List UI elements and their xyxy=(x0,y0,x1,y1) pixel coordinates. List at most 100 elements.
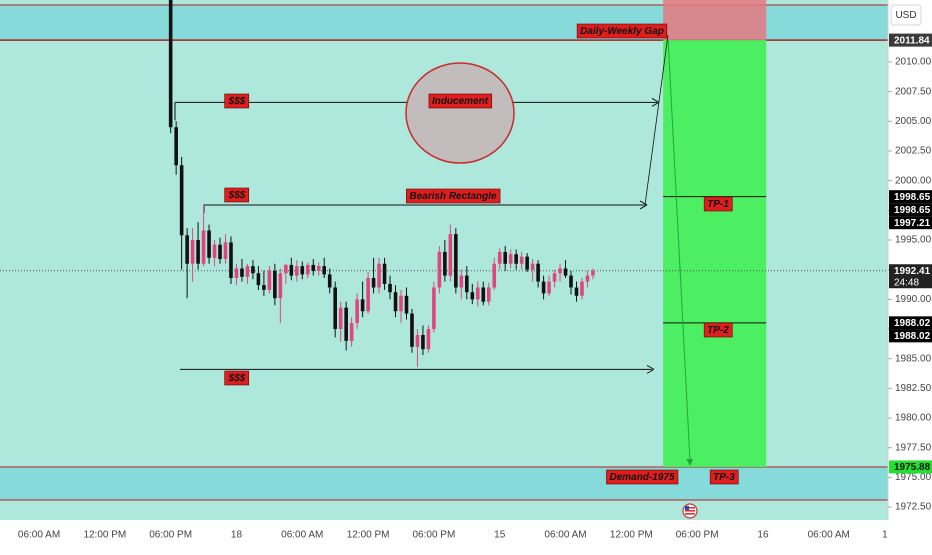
price-badge-label: 1998.65 xyxy=(894,192,931,203)
annotation: TP-3 xyxy=(709,469,739,485)
candle-body xyxy=(179,165,184,236)
x-tick-label: 06:00 PM xyxy=(676,530,719,541)
candle-body xyxy=(355,299,359,324)
candle-body xyxy=(278,273,283,299)
x-tick-label: 06:00 PM xyxy=(149,530,192,541)
annotation-box xyxy=(703,322,733,338)
x-tick-label: 12:00 PM xyxy=(83,530,126,541)
position-risk xyxy=(663,0,767,41)
target-arrow xyxy=(667,40,691,464)
annotation-box xyxy=(224,187,250,203)
price-axis: 2010.00 2007.50 2005.00 2002.50 2000.00 1997.… xyxy=(888,33,932,513)
candle-body xyxy=(190,240,195,264)
candle-body xyxy=(305,264,310,275)
candle-body xyxy=(196,240,200,264)
candle-body xyxy=(174,127,178,166)
candle-body xyxy=(234,268,239,278)
candle-body xyxy=(448,234,453,276)
candle-body xyxy=(404,295,409,314)
candle-body xyxy=(371,277,376,288)
annotation-box xyxy=(406,188,501,204)
candle-body xyxy=(437,251,442,288)
price-badge-label: 1997.21 xyxy=(894,218,931,229)
event-flag xyxy=(682,503,698,519)
candle-body xyxy=(218,244,222,259)
projection-line xyxy=(644,35,669,206)
annotation-box xyxy=(709,469,739,485)
candle-body xyxy=(212,244,217,258)
price-badge xyxy=(889,33,932,47)
annotation-box xyxy=(606,469,679,485)
candle-body xyxy=(470,292,475,300)
annotation-box xyxy=(224,93,250,109)
time-axis-background xyxy=(0,520,932,550)
annotation-text: TP-2 xyxy=(707,325,729,336)
candle-body xyxy=(311,264,316,271)
candle-body xyxy=(443,251,447,276)
candle-body xyxy=(552,273,557,282)
candle-body xyxy=(300,266,305,275)
candle-body xyxy=(267,270,272,290)
candle-body xyxy=(399,295,403,312)
candle-body xyxy=(426,329,431,350)
candle-body xyxy=(486,287,491,302)
candle-body xyxy=(366,277,370,312)
x-tick-label: 06:00 AM xyxy=(281,530,323,541)
candle-body xyxy=(338,307,343,330)
price-badge xyxy=(889,460,932,474)
candle-body xyxy=(475,287,480,300)
candle-body xyxy=(327,274,332,288)
candle-body xyxy=(530,263,535,270)
candle-body xyxy=(185,235,189,264)
candle-body xyxy=(497,251,502,264)
candle-body xyxy=(377,263,381,288)
price-badge-label: 1992.41 xyxy=(894,266,931,277)
annotation: $$$ xyxy=(224,187,250,203)
annotation: Demand-1975 xyxy=(606,469,679,485)
price-badge xyxy=(889,264,932,289)
candle-body xyxy=(514,254,518,264)
x-tick-label: 16 xyxy=(757,530,769,541)
price-badge-label: 2011.84 xyxy=(894,35,930,46)
annotation-box xyxy=(428,93,493,109)
candle-body xyxy=(481,287,486,302)
candle-body xyxy=(503,251,508,264)
candle-body xyxy=(393,292,398,312)
position-reward xyxy=(663,40,767,467)
candle-body xyxy=(574,287,579,296)
price-badge xyxy=(889,329,932,343)
annotation-text: Inducement xyxy=(432,96,489,107)
candle-body xyxy=(432,287,436,330)
candle-body xyxy=(563,268,568,276)
y-tick-label: 2010.00 xyxy=(895,57,932,68)
candle-body xyxy=(454,234,458,288)
arrow-head xyxy=(651,97,660,107)
annotation: Inducement xyxy=(428,93,493,109)
currency-button[interactable] xyxy=(890,4,922,26)
candle-body xyxy=(322,266,327,275)
arrow-head xyxy=(639,200,648,210)
y-tick-label: 1972.50 xyxy=(895,502,932,513)
annotation: Daily-Weekly Gap xyxy=(576,23,668,39)
annotation-box xyxy=(576,23,668,39)
price-badge-label: 1988.02 xyxy=(894,318,931,329)
candle-body xyxy=(558,268,562,274)
candle-body xyxy=(207,230,211,258)
candle-body xyxy=(256,273,261,286)
annotation-text: Demand-1975 xyxy=(609,472,674,483)
candle-body xyxy=(289,264,294,276)
inducement-circle xyxy=(405,62,515,164)
annotation-text: $$$ xyxy=(228,96,246,107)
y-tick-label: 1990.00 xyxy=(895,294,932,305)
candle-body xyxy=(591,270,595,276)
annotation-text: Bearish Rectangle xyxy=(409,191,497,202)
countdown: 24:48 xyxy=(894,277,919,288)
candle-body xyxy=(415,334,420,347)
candle-body xyxy=(519,256,524,264)
candle-body xyxy=(360,299,365,312)
price-badge xyxy=(889,316,932,330)
y-tick-label: 1977.50 xyxy=(895,442,932,453)
annotation-text: Daily-Weekly Gap xyxy=(580,26,664,37)
candle-body xyxy=(421,334,425,350)
